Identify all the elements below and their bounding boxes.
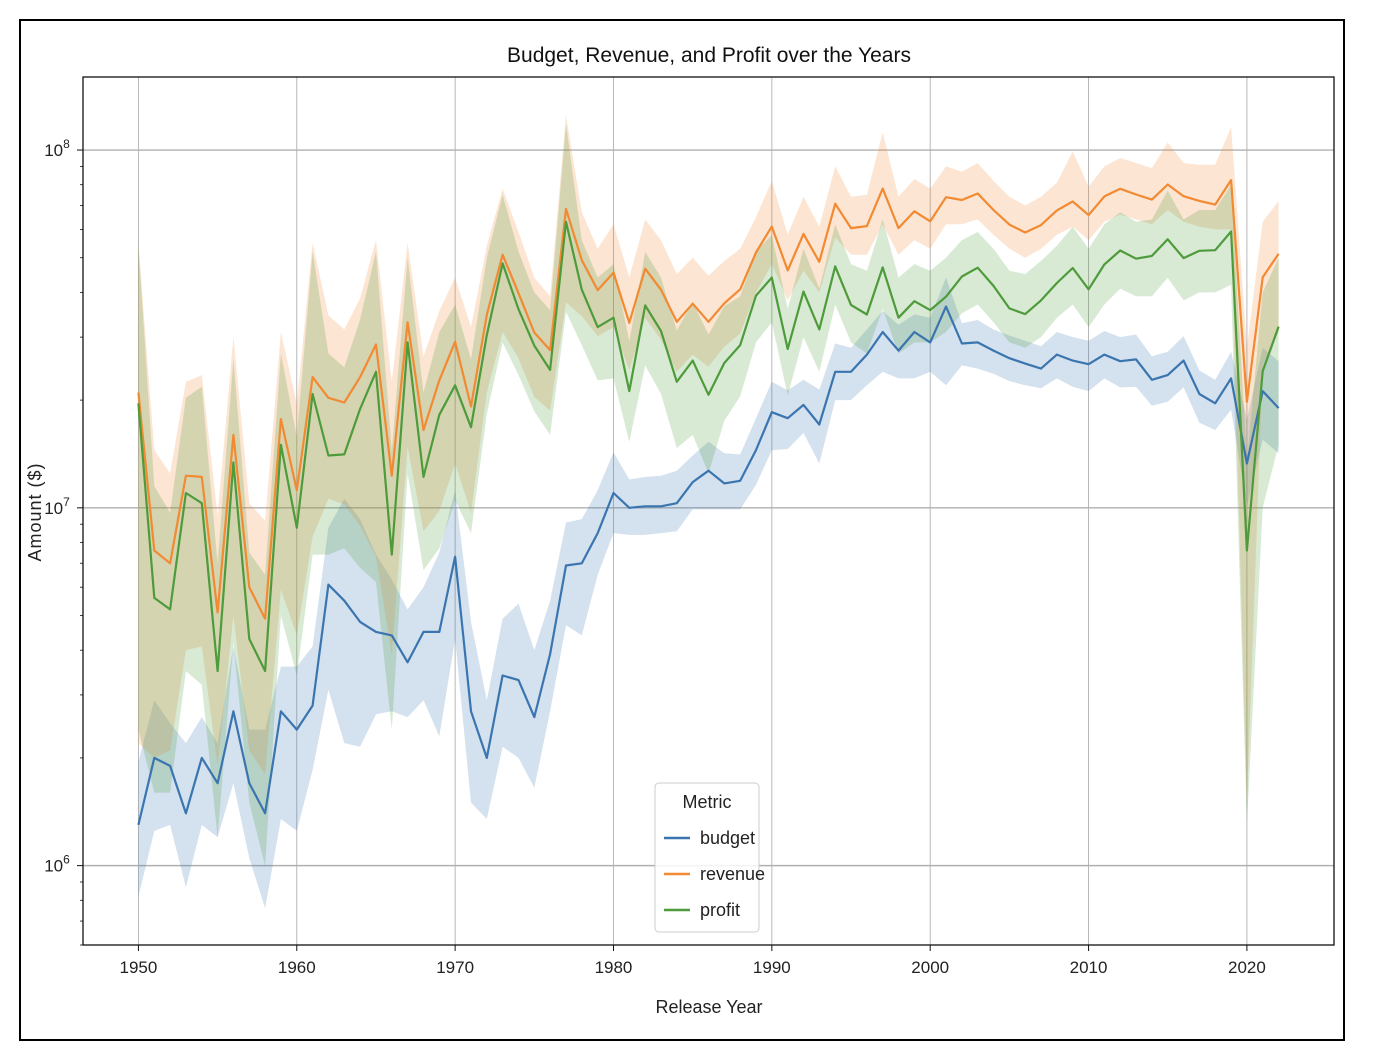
- revenue-confidence-band: [138, 115, 1279, 803]
- legend-items: budget revenue profit: [664, 828, 765, 920]
- budget-line: [137, 305, 1280, 826]
- x-tick-label: 2020: [1228, 958, 1266, 977]
- legend-box: [654, 782, 760, 933]
- x-tick-label: 1990: [753, 958, 791, 977]
- budget-confidence-band: [138, 277, 1279, 909]
- x-tick-label: 1980: [595, 958, 633, 977]
- legend-label-revenue: revenue: [700, 864, 765, 884]
- y-tick-label: 106: [44, 853, 70, 876]
- y-axis-label: Amount ($): [25, 462, 45, 561]
- legend-title: Metric: [683, 792, 732, 812]
- x-tick-label: 2000: [911, 958, 949, 977]
- series-lines: [137, 179, 1280, 826]
- x-axis-ticks: 1950 1960 1970 1980 1990 2000 2010 2020: [120, 945, 1266, 977]
- confidence-bands: [138, 115, 1279, 909]
- y-tick-label: 107: [44, 495, 70, 518]
- y-axis-ticks: 106 107 108: [44, 137, 83, 946]
- plot-area: [82, 76, 1335, 946]
- legend-label-budget: budget: [700, 828, 755, 848]
- x-axis-label: Release Year: [655, 997, 762, 1017]
- legend: Metric budget revenue profit: [654, 782, 765, 933]
- y-tick-label: 108: [44, 137, 70, 160]
- revenue-line: [137, 179, 1280, 620]
- x-tick-label: 1960: [278, 958, 316, 977]
- chart-title: Budget, Revenue, and Profit over the Yea…: [507, 44, 911, 67]
- legend-label-profit: profit: [700, 900, 740, 920]
- x-tick-label: 1950: [120, 958, 158, 977]
- x-tick-label: 2010: [1070, 958, 1108, 977]
- x-tick-label: 1970: [436, 958, 474, 977]
- profit-confidence-band: [138, 124, 1279, 866]
- profit-line: [137, 220, 1280, 673]
